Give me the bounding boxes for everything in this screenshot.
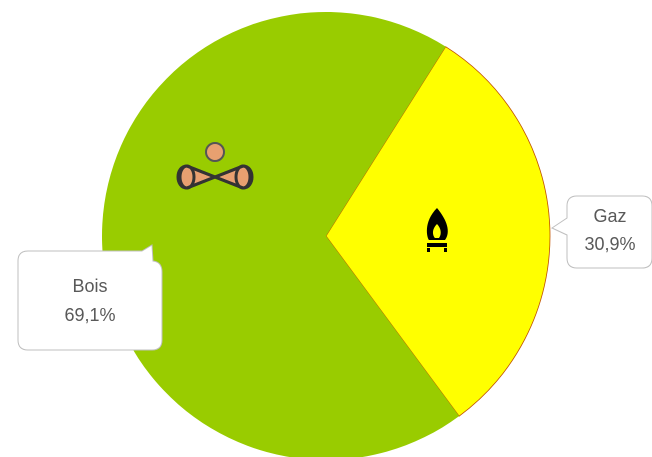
- pie: [102, 12, 551, 457]
- pie-slice: [325, 46, 551, 417]
- gas-icon: [426, 208, 448, 252]
- wood-icon: [176, 142, 254, 190]
- callout-box: [17, 244, 163, 351]
- value-label: 69,1%: [64, 305, 115, 325]
- callout-box: [550, 195, 652, 269]
- value-label: 30,9%: [584, 234, 635, 254]
- pie-slice: [102, 12, 460, 457]
- category-label: Gaz: [593, 206, 626, 226]
- category-label: Bois: [72, 276, 107, 296]
